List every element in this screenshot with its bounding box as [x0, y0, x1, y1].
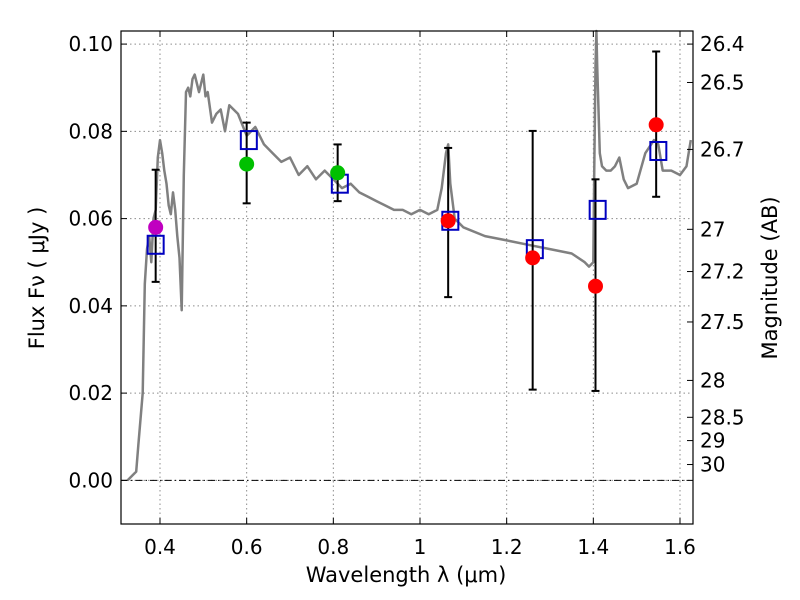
- y2-tick-label: 29: [700, 429, 725, 453]
- axis-ticks: [121, 31, 693, 524]
- model-square-marker: [649, 140, 668, 161]
- y-tick-label: 0.00: [68, 468, 113, 492]
- observed-points: [148, 117, 664, 294]
- model-square-marker: [146, 234, 165, 255]
- tick-labels: 0.4 0.6 0.8 1 1.2 1.4 1.6 0.00 0.02 0.04 0.06 0.08 0…: [68, 32, 744, 559]
- x-tick-label: 1: [414, 535, 427, 559]
- observed-point: [525, 250, 541, 266]
- y2-axis-label: Magnitude (AB): [758, 196, 782, 359]
- observed-point: [148, 219, 164, 235]
- y2-tick-label: 26.7: [700, 137, 745, 161]
- template-spectrum-line: [126, 29, 693, 482]
- y-tick-label: 0.06: [68, 207, 113, 231]
- model-square-marker: [239, 130, 258, 151]
- y-axis-label: Flux Fν ( μJy ): [25, 207, 49, 350]
- observed-point: [239, 156, 255, 172]
- x-tick-label: 0.4: [144, 535, 176, 559]
- observed-point: [330, 165, 346, 181]
- y2-tick-label: 26.4: [700, 32, 745, 56]
- x-tick-label: 1.4: [577, 535, 609, 559]
- y2-tick-label: 27.5: [700, 310, 745, 334]
- y-tick-label: 0.08: [68, 119, 113, 143]
- y2-tick-label: 26.5: [700, 70, 745, 94]
- y2-tick-label: 30: [700, 453, 725, 477]
- y2-tick-label: 28: [700, 368, 725, 392]
- x-tick-label: 0.8: [317, 535, 349, 559]
- y2-tick-label: 28.5: [700, 405, 745, 429]
- model-markers: [146, 130, 668, 260]
- y-tick-label: 0.02: [68, 381, 113, 405]
- x-tick-label: 0.6: [231, 535, 263, 559]
- x-tick-label: 1.6: [664, 535, 696, 559]
- plot-frame: [120, 30, 694, 525]
- observed-point: [648, 117, 664, 133]
- x-axis-label: Wavelength λ (μm): [306, 563, 507, 587]
- y2-tick-label: 27.2: [700, 260, 745, 284]
- grid: [121, 31, 693, 524]
- y2-tick-label: 27: [700, 217, 725, 241]
- y-tick-label: 0.10: [68, 32, 113, 56]
- observed-point: [440, 213, 456, 229]
- observed-point: [588, 278, 603, 294]
- y-tick-label: 0.04: [68, 294, 113, 318]
- x-tick-label: 1.2: [491, 535, 523, 559]
- model-square-marker: [588, 199, 607, 220]
